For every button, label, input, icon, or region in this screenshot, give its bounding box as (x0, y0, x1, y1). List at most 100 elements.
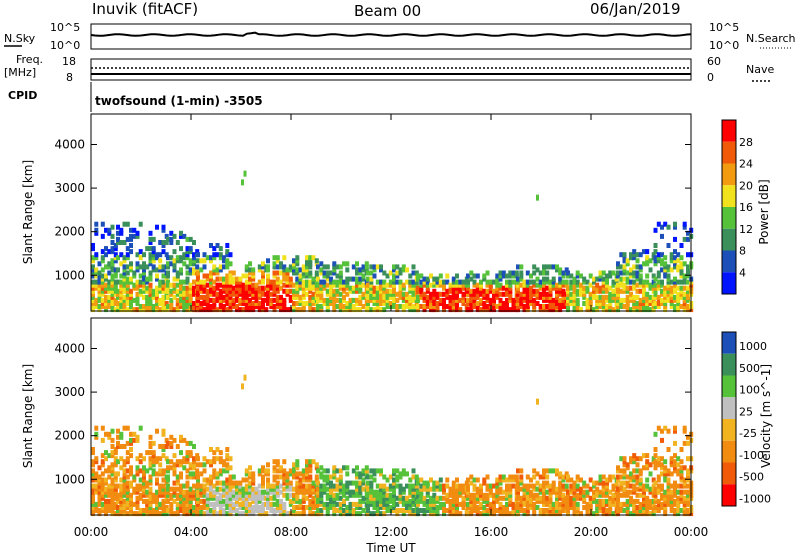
velocity-cell (175, 508, 180, 513)
velocity-cell (566, 474, 570, 480)
velocity-cell (158, 489, 163, 495)
velocity-cell (372, 505, 377, 510)
power-cell (366, 285, 370, 291)
velocity-cell (148, 434, 153, 440)
velocity-cell (638, 468, 643, 474)
power-cell (676, 252, 681, 258)
velocity-cell (113, 477, 118, 483)
velocity-cell (301, 477, 306, 483)
power-cell (588, 301, 593, 306)
power-cell (551, 285, 556, 291)
velocity-cell (148, 477, 153, 483)
velocity-cell (472, 477, 477, 483)
velocity-cell (451, 483, 456, 489)
power-cell (538, 307, 543, 313)
velocity-cell (572, 480, 577, 486)
velocity-cell (308, 477, 313, 483)
power-cell (629, 267, 633, 273)
velocity-cell (129, 501, 133, 507)
velocity-cell (241, 383, 244, 390)
velocity-cell (308, 492, 313, 498)
power-cell (579, 282, 583, 288)
velocity-cell (179, 462, 183, 468)
velocity-cell (448, 508, 453, 513)
velocity-cell (155, 508, 159, 513)
power-cell (254, 301, 259, 306)
velocity-cell (179, 459, 183, 465)
power-cell (355, 288, 359, 294)
power-cell (288, 276, 293, 282)
power-cell (572, 297, 577, 303)
power-cell (179, 285, 183, 291)
velocity-cell (261, 489, 265, 495)
power-cell (635, 304, 640, 309)
power-cell (369, 307, 374, 313)
power-cell (388, 279, 393, 285)
power-cell (272, 279, 277, 285)
velocity-cell (485, 501, 490, 507)
velocity-cell (505, 489, 509, 495)
power-cell (199, 307, 204, 313)
power-cell (241, 285, 246, 291)
power-cell (148, 246, 153, 252)
power-cell (435, 294, 440, 300)
velocity-cell (572, 498, 577, 504)
power-cell (372, 264, 377, 270)
velocity-cell (605, 501, 609, 507)
velocity-cell (395, 474, 400, 480)
power-cell (125, 270, 130, 276)
power-cell (261, 301, 265, 306)
power-cell (218, 297, 223, 303)
power-cell (192, 285, 196, 291)
power-cell (522, 297, 527, 303)
velocity-cell (616, 465, 620, 471)
velocity-cell (651, 477, 656, 483)
velocity-cell (679, 483, 684, 489)
power-cell (355, 267, 359, 273)
velocity-cell (295, 462, 300, 468)
power-cell (545, 285, 550, 291)
velocity-cell (97, 477, 102, 483)
power-cell (185, 252, 190, 258)
velocity-cell (161, 486, 166, 492)
power-cell (429, 294, 433, 300)
power-cell (248, 279, 252, 285)
power-cell (228, 279, 233, 285)
power-cell (182, 285, 187, 291)
power-cell (448, 288, 453, 294)
velocity-cell (408, 489, 413, 495)
power-cell (148, 294, 153, 300)
power-cell (116, 301, 120, 306)
velocity-cell (91, 489, 95, 495)
velocity-cell (516, 501, 520, 507)
power-cell (405, 304, 409, 309)
velocity-cell (266, 471, 270, 477)
power-cell (582, 279, 587, 285)
power-cell (516, 264, 520, 270)
power-cell (575, 301, 580, 306)
velocity-cell (653, 495, 658, 501)
power-cell (419, 285, 424, 291)
power-cell (129, 291, 133, 297)
power-cell (361, 291, 366, 297)
power-cell (202, 301, 207, 306)
power-cell (682, 304, 687, 309)
power-cell (169, 297, 174, 303)
velocity-cell (209, 495, 213, 501)
velocity-cell (555, 489, 559, 495)
power-cell (501, 273, 506, 279)
velocity-cell (244, 501, 249, 507)
velocity-cell (135, 456, 140, 462)
velocity-cell (202, 511, 207, 517)
power-cell (135, 291, 140, 297)
velocity-cell (611, 492, 616, 498)
power-cell (104, 285, 108, 291)
power-cell (572, 301, 577, 306)
velocity-cell (525, 489, 530, 495)
velocity-cell (366, 498, 370, 504)
power-cell (266, 258, 270, 264)
velocity-cell (398, 495, 403, 501)
power-cell (228, 291, 233, 297)
power-cell (225, 279, 230, 285)
power-cell (625, 304, 630, 309)
